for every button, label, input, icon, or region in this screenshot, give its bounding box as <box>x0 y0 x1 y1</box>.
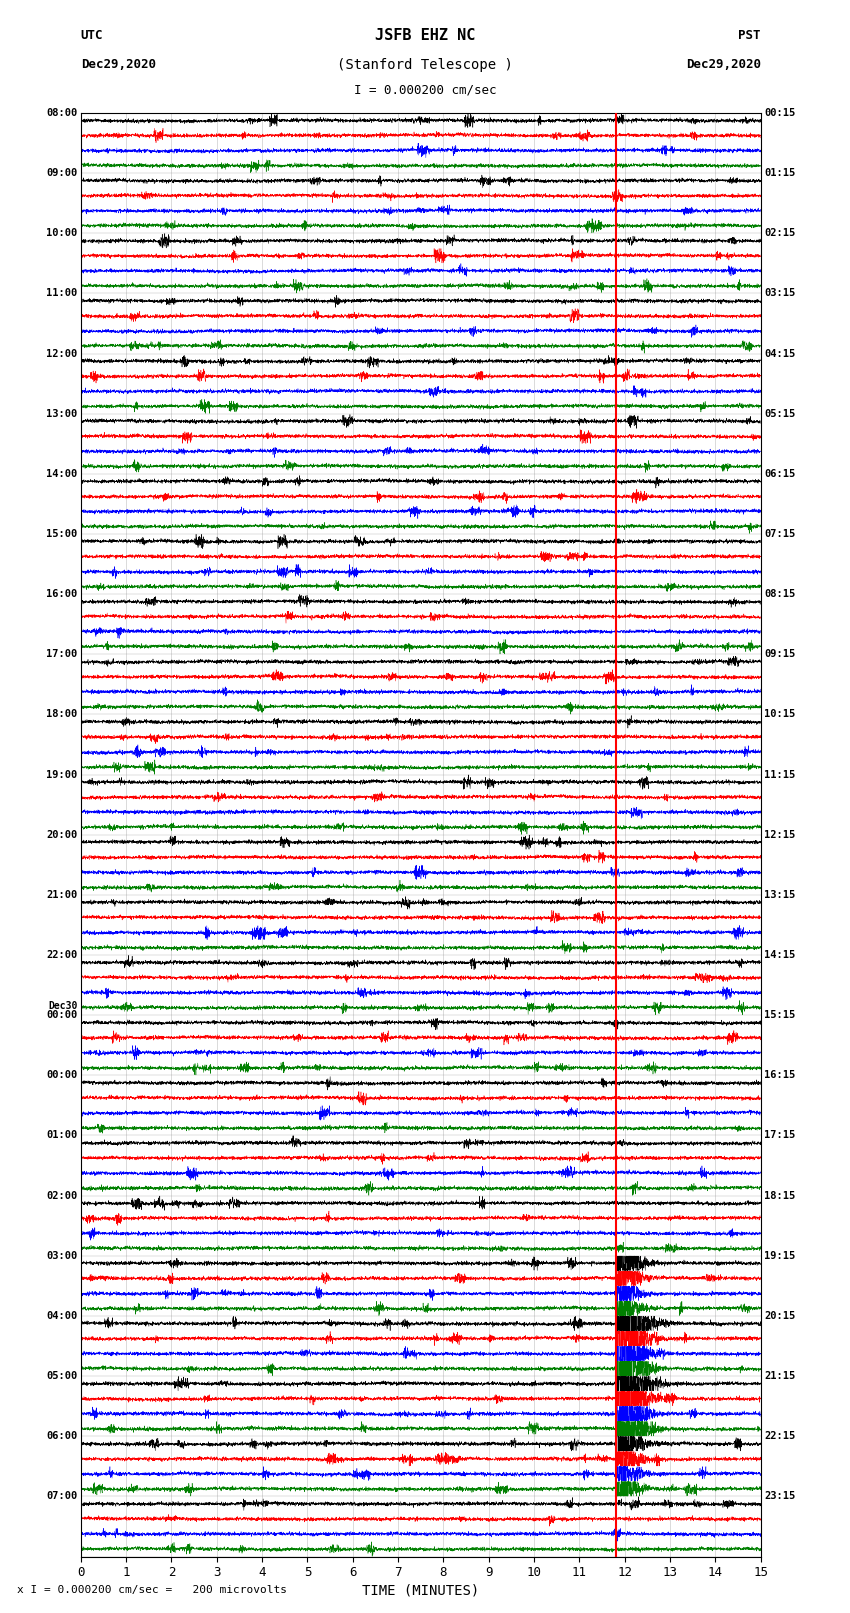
Text: 07:00: 07:00 <box>46 1492 77 1502</box>
Text: 22:15: 22:15 <box>764 1431 796 1442</box>
Text: 00:00: 00:00 <box>46 1071 77 1081</box>
Text: 04:00: 04:00 <box>46 1311 77 1321</box>
Text: 01:00: 01:00 <box>46 1131 77 1140</box>
Text: 02:00: 02:00 <box>46 1190 77 1200</box>
Text: 13:15: 13:15 <box>764 890 796 900</box>
Text: (Stanford Telescope ): (Stanford Telescope ) <box>337 58 513 71</box>
Text: 12:15: 12:15 <box>764 829 796 840</box>
Text: 13:00: 13:00 <box>46 408 77 419</box>
Text: 09:00: 09:00 <box>46 168 77 177</box>
Text: 05:15: 05:15 <box>764 408 796 419</box>
Text: 06:00: 06:00 <box>46 1431 77 1442</box>
Text: 08:00: 08:00 <box>46 108 77 118</box>
Text: 19:00: 19:00 <box>46 769 77 779</box>
Text: 11:00: 11:00 <box>46 289 77 298</box>
Text: 15:15: 15:15 <box>764 1010 796 1019</box>
Text: 08:15: 08:15 <box>764 589 796 598</box>
Text: JSFB EHZ NC: JSFB EHZ NC <box>375 27 475 44</box>
Text: PST: PST <box>739 29 761 42</box>
Text: 23:15: 23:15 <box>764 1492 796 1502</box>
Text: 19:15: 19:15 <box>764 1250 796 1261</box>
Text: 18:15: 18:15 <box>764 1190 796 1200</box>
Text: x I = 0.000200 cm/sec =   200 microvolts: x I = 0.000200 cm/sec = 200 microvolts <box>17 1586 287 1595</box>
Text: 00:00: 00:00 <box>46 1010 77 1019</box>
Text: 03:15: 03:15 <box>764 289 796 298</box>
Text: 03:00: 03:00 <box>46 1250 77 1261</box>
Text: 20:00: 20:00 <box>46 829 77 840</box>
Text: 17:00: 17:00 <box>46 650 77 660</box>
X-axis label: TIME (MINUTES): TIME (MINUTES) <box>362 1584 479 1597</box>
Text: 10:15: 10:15 <box>764 710 796 719</box>
Text: 07:15: 07:15 <box>764 529 796 539</box>
Text: UTC: UTC <box>81 29 103 42</box>
Text: 04:15: 04:15 <box>764 348 796 358</box>
Text: 21:00: 21:00 <box>46 890 77 900</box>
Text: 02:15: 02:15 <box>764 227 796 239</box>
Text: 17:15: 17:15 <box>764 1131 796 1140</box>
Text: 12:00: 12:00 <box>46 348 77 358</box>
Text: Dec30: Dec30 <box>48 1002 77 1011</box>
Text: 21:15: 21:15 <box>764 1371 796 1381</box>
Text: 11:15: 11:15 <box>764 769 796 779</box>
Text: 20:15: 20:15 <box>764 1311 796 1321</box>
Text: Dec29,2020: Dec29,2020 <box>81 58 156 71</box>
Text: 14:00: 14:00 <box>46 469 77 479</box>
Text: I = 0.000200 cm/sec: I = 0.000200 cm/sec <box>354 84 496 97</box>
Text: 16:00: 16:00 <box>46 589 77 598</box>
Text: 05:00: 05:00 <box>46 1371 77 1381</box>
Text: Dec29,2020: Dec29,2020 <box>686 58 761 71</box>
Text: 16:15: 16:15 <box>764 1071 796 1081</box>
Text: 09:15: 09:15 <box>764 650 796 660</box>
Text: 22:00: 22:00 <box>46 950 77 960</box>
Text: 18:00: 18:00 <box>46 710 77 719</box>
Text: 10:00: 10:00 <box>46 227 77 239</box>
Text: 15:00: 15:00 <box>46 529 77 539</box>
Text: 06:15: 06:15 <box>764 469 796 479</box>
Text: 14:15: 14:15 <box>764 950 796 960</box>
Text: 00:15: 00:15 <box>764 108 796 118</box>
Text: 01:15: 01:15 <box>764 168 796 177</box>
